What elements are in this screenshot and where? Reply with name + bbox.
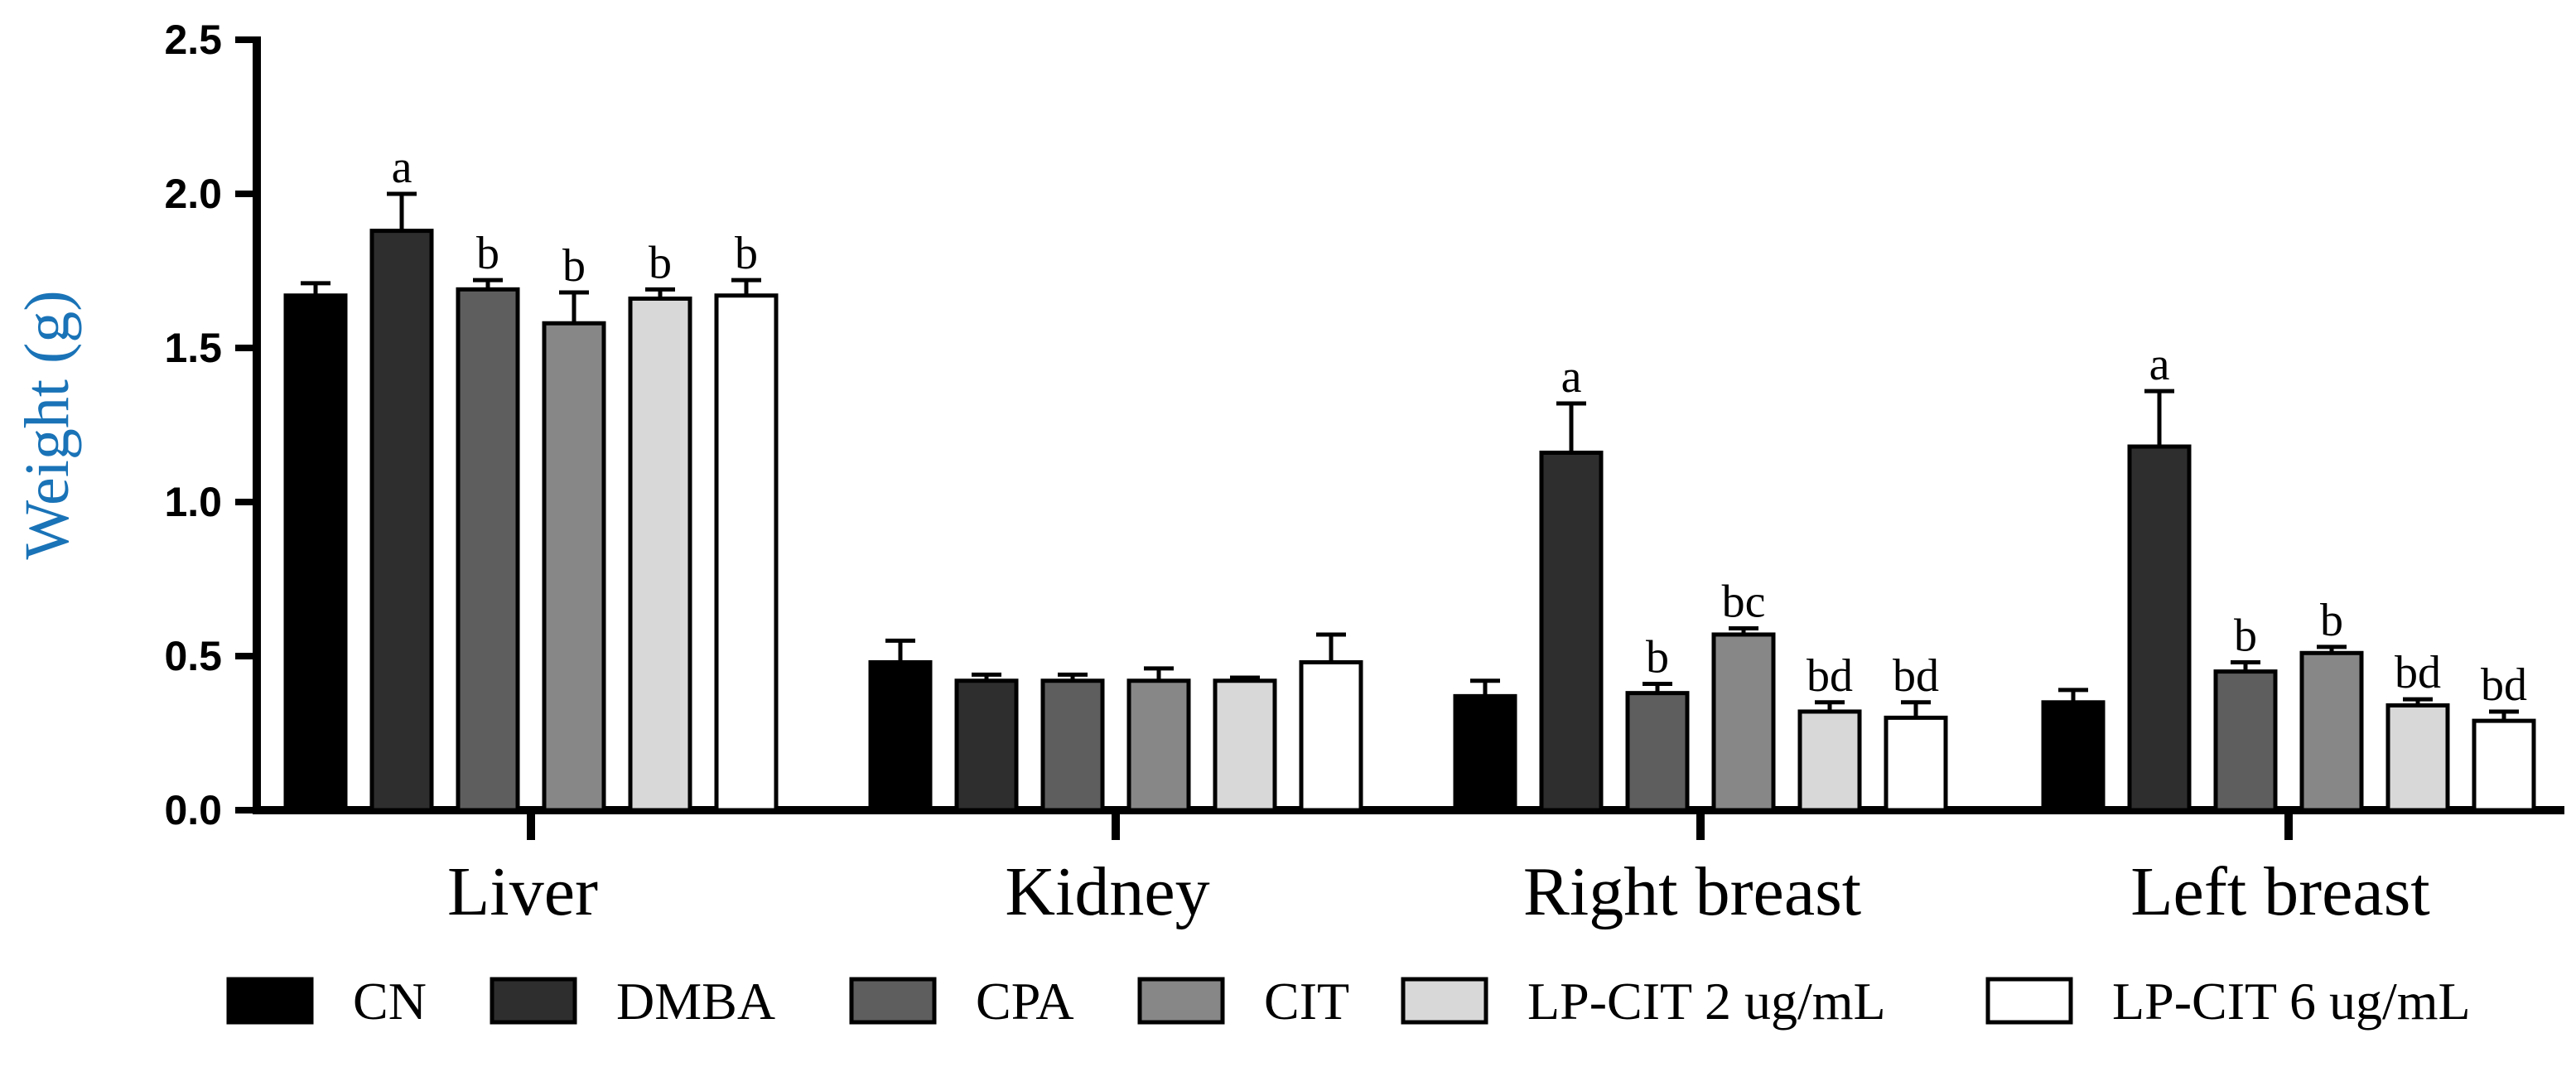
significance-label: bc: [1722, 577, 1766, 628]
legend: CN DMBA CPA CIT LP-CIT 2 ug/mL LP-CIT 6 ug/mL: [226, 972, 2471, 1031]
significance-label: b: [476, 228, 499, 279]
legend-swatch: [849, 977, 937, 1025]
legend-swatch: [1401, 977, 1488, 1025]
significance-label: b: [649, 237, 672, 288]
significance-label: a: [2149, 339, 2170, 390]
bar: [2213, 669, 2278, 813]
labels-layer: 0.0 0.5 1.0 1.5 2.0 2.5 Weight (g) Liver a b b b b Ki…: [12, 17, 2527, 930]
legend-label: LP-CIT 2 ug/mL: [1527, 972, 1886, 1031]
y-tick-label: 0.5: [164, 633, 222, 679]
bars-layer: [283, 191, 2536, 813]
y-axis-title: Weight (g): [12, 290, 82, 559]
significance-label: bd: [2481, 659, 2527, 711]
bar: [1625, 691, 1690, 813]
bar: [369, 229, 434, 813]
bar: [868, 659, 933, 813]
bar: [628, 296, 692, 813]
legend-swatch: [1985, 977, 2073, 1025]
significance-label: b: [2320, 595, 2343, 646]
bar: [2127, 444, 2192, 813]
bar: [714, 293, 779, 813]
bar: [1539, 450, 1604, 813]
y-tick-label: 0.0: [164, 787, 222, 833]
significance-label: b: [562, 240, 586, 292]
bar: [1040, 678, 1105, 813]
legend-swatch: [1137, 977, 1225, 1025]
y-tick-label: 2.0: [164, 171, 222, 217]
y-tick-label: 1.5: [164, 325, 222, 371]
legend-swatch: [490, 977, 577, 1025]
bar: [283, 293, 348, 813]
x-category-label: Left breast: [2130, 853, 2429, 930]
x-category-label: Right breast: [1523, 853, 1861, 930]
significance-label: b: [2234, 610, 2257, 661]
bar: [954, 678, 1019, 813]
bar: [1453, 693, 1517, 813]
y-tick-label: 2.5: [164, 17, 222, 63]
significance-label: a: [392, 142, 412, 193]
significance-label: bd: [1893, 650, 1939, 702]
bar: [1299, 659, 1363, 813]
significance-label: bd: [1807, 650, 1853, 702]
bar: [1126, 678, 1191, 813]
legend-label: CIT: [1264, 972, 1349, 1031]
significance-label: a: [1561, 351, 1582, 403]
legend-swatch: [226, 977, 314, 1025]
bar: [456, 287, 520, 813]
bar: [1213, 678, 1277, 813]
bar: [2385, 703, 2450, 813]
bar: [2472, 718, 2536, 813]
bar: [542, 321, 606, 813]
bar: [1797, 709, 1862, 813]
legend-label: CPA: [976, 972, 1074, 1031]
significance-label: bd: [2395, 647, 2441, 698]
legend-label: CN: [353, 972, 427, 1031]
bar: [2299, 650, 2364, 813]
x-category-label: Liver: [447, 853, 598, 930]
bar: [2041, 700, 2106, 813]
x-category-label: Kidney: [1005, 853, 1209, 930]
y-tick-label: 1.0: [164, 479, 222, 525]
bar: [1711, 632, 1776, 813]
legend-label: LP-CIT 6 ug/mL: [2112, 972, 2471, 1031]
bar: [1884, 715, 1948, 813]
significance-label: b: [735, 228, 758, 279]
legend-label: DMBA: [616, 972, 775, 1031]
significance-label: b: [1646, 631, 1669, 683]
